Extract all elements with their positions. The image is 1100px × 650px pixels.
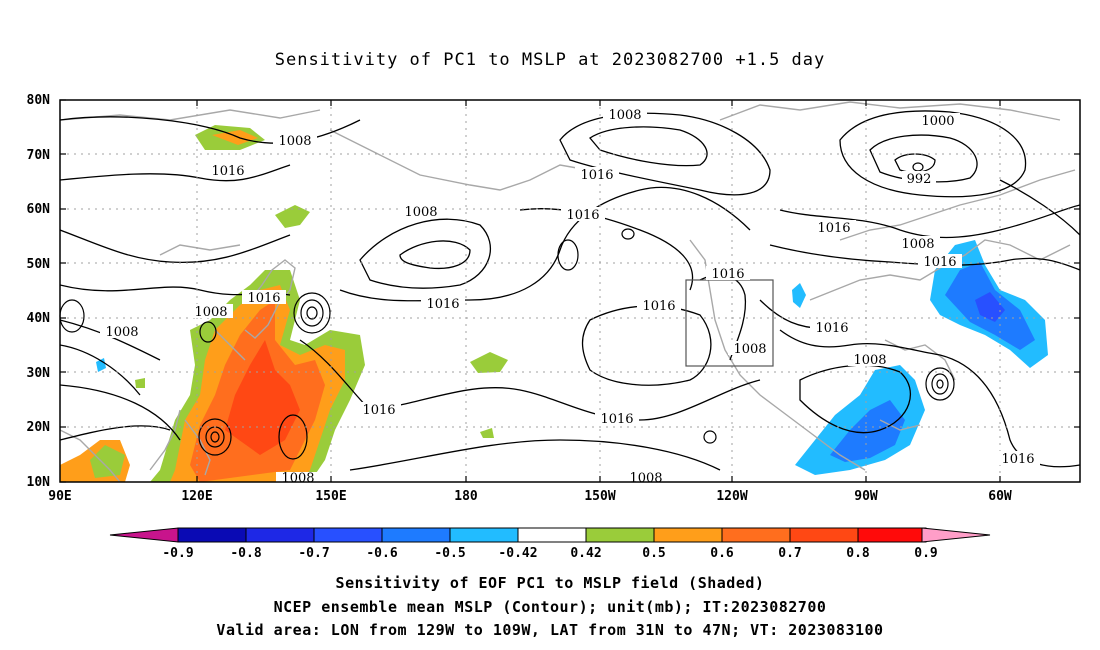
colorbar-swatch xyxy=(245,527,315,543)
colorbar-label: -0.7 xyxy=(298,546,329,561)
caption-line-1: Sensitivity of EOF PC1 to MSLP field (Sh… xyxy=(335,574,765,592)
lon-label: 120W xyxy=(716,489,747,504)
caption-line-2: NCEP ensemble mean MSLP (Contour); unit(… xyxy=(273,598,827,616)
contour-label: 1008 xyxy=(901,237,934,252)
contour-label: 1016 xyxy=(362,403,395,418)
hurricane-contour-mid xyxy=(931,373,949,395)
figure-title: Sensitivity of PC1 to MSLP at 2023082700… xyxy=(274,50,826,70)
colorbar-label: -0.9 xyxy=(162,546,193,561)
latitude-axis: 80N 70N 60N 50N 40N 30N 20N 10N xyxy=(27,93,51,490)
contour-label: 1016 xyxy=(426,297,459,312)
lat-label: 40N xyxy=(27,311,51,326)
colorbar-label: 0.6 xyxy=(710,546,734,561)
lat-label: 20N xyxy=(27,420,51,435)
contour-label: 1016 xyxy=(711,267,744,282)
colorbar-label: 0.5 xyxy=(642,546,665,561)
longitude-axis: 90E 120E 150E 180 150W 120W 90W 60W xyxy=(48,489,1012,504)
colorbar-labels: -0.9 -0.8 -0.7 -0.6 -0.5 -0.42 0.42 0.5 0.6 0.7 0.… xyxy=(162,546,937,561)
lon-label: 150E xyxy=(315,489,346,504)
typhoon-contour-outer xyxy=(198,418,232,456)
low-center-ring xyxy=(300,299,324,327)
lon-label: 180 xyxy=(454,489,478,504)
lat-label: 80N xyxy=(27,93,51,108)
caption-line-3: Valid area: LON from 129W to 109W, LAT f… xyxy=(216,621,884,639)
low-contour-west-edge xyxy=(59,299,85,333)
small-contour-east-pacific xyxy=(703,430,717,444)
colorbar-swatch xyxy=(177,527,247,543)
colorbar-label: 0.7 xyxy=(778,546,801,561)
negative-sensitivity-east-pacific xyxy=(96,240,1048,475)
lon-label: 120E xyxy=(181,489,212,504)
colorbar-swatch xyxy=(857,527,927,543)
colorbar-label: 0.9 xyxy=(914,546,937,561)
contour-label: 1008 xyxy=(853,353,886,368)
contour-label: 1016 xyxy=(923,255,956,270)
contour-label: 1008 xyxy=(194,305,227,320)
colorbar-label: 0.42 xyxy=(570,546,601,561)
small-contour-pacific xyxy=(621,228,635,240)
lat-label: 70N xyxy=(27,148,51,163)
colorbar-label: -0.6 xyxy=(366,546,397,561)
contour-label: 1016 xyxy=(817,221,850,236)
contour-label: 1008 xyxy=(404,205,437,220)
contour-label: 1016 xyxy=(642,299,675,314)
contour-label: 1008 xyxy=(733,342,766,357)
contour-label: 1016 xyxy=(815,321,848,336)
low-center-core xyxy=(306,306,318,320)
colorbar-swatch xyxy=(721,527,791,543)
contour-label: 1016 xyxy=(580,168,613,183)
contour-label: 1008 xyxy=(281,471,314,486)
colorbar-swatch xyxy=(653,527,723,543)
contour-label: 1016 xyxy=(211,164,244,179)
colorbar-label: -0.42 xyxy=(498,546,537,561)
colorbar-swatch xyxy=(381,527,451,543)
contour-label: 1016 xyxy=(600,412,633,427)
contour-label: 1008 xyxy=(608,108,641,123)
lon-label: 90E xyxy=(48,489,71,504)
lat-label: 30N xyxy=(27,366,51,381)
colorbar-swatch xyxy=(517,527,587,543)
contour-label: 1016 xyxy=(1001,452,1034,467)
lon-label: 60W xyxy=(988,489,1012,504)
axis-ticks xyxy=(60,99,1080,483)
contour-label: 1008 xyxy=(278,134,311,149)
lon-label: 150W xyxy=(584,489,615,504)
colorbar-label: 0.8 xyxy=(846,546,870,561)
contour-label: 1000 xyxy=(921,114,954,129)
low-center-canada-core xyxy=(912,162,924,172)
colorbar-swatch xyxy=(585,527,655,543)
lat-label: 50N xyxy=(27,257,51,272)
contour-label: 992 xyxy=(907,172,932,187)
colorbar-swatches xyxy=(177,527,927,543)
colorbar-swatch xyxy=(449,527,519,543)
hurricane-contour-outer xyxy=(925,367,955,401)
low-center-east-of-japan xyxy=(293,292,331,334)
colorbar-high-end xyxy=(921,527,991,543)
colorbar-label: -0.8 xyxy=(230,546,261,561)
colorbar-label: -0.5 xyxy=(434,546,465,561)
typhoon-contour-core xyxy=(210,431,220,443)
hurricane-contour-core xyxy=(936,379,944,389)
lat-label: 10N xyxy=(27,475,51,490)
contour-label: 1008 xyxy=(105,325,138,340)
colorbar-low-end xyxy=(109,527,179,543)
plot-frame xyxy=(59,99,1081,483)
high-contour-north-pacific xyxy=(557,239,579,271)
low-contour-south-japan xyxy=(278,414,308,460)
colorbar: -0.9 -0.8 -0.7 -0.6 -0.5 -0.42 0.42 0.5 0.6 0.7 0.… xyxy=(109,527,991,561)
colorbar-swatch xyxy=(313,527,383,543)
colorbar-swatch xyxy=(789,527,859,543)
lon-label: 90W xyxy=(854,489,878,504)
lat-label: 60N xyxy=(27,202,51,217)
contour-label: 1016 xyxy=(566,208,599,223)
contour-label: 1008 xyxy=(629,471,662,486)
contour-label: 1016 xyxy=(247,291,280,306)
low-contour-china xyxy=(199,321,217,343)
